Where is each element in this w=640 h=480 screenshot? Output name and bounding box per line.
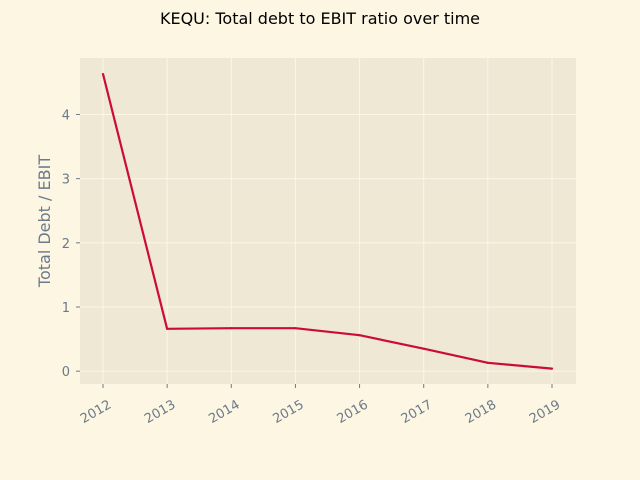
y-axis-label: Total Debt / EBIT [35,155,54,288]
x-tick-label: 2015 [270,397,306,427]
y-tick-label: 3 [62,173,70,188]
x-tick-label: 2012 [78,397,114,427]
x-tick-label: 2017 [399,397,435,427]
data-point [422,347,425,350]
series-line [101,73,553,370]
series-layer [101,72,554,370]
y-tick-label: 1 [62,301,70,316]
y-tick-label: 2 [62,237,70,252]
y-tick-label: 0 [62,365,70,380]
data-point [486,361,489,364]
x-tick-label: 2016 [335,397,371,427]
plot-area [80,58,576,384]
x-tick-label: 2013 [142,397,178,427]
data-point [166,327,169,330]
x-tick-label: 2018 [463,397,499,427]
x-tick-label: 2014 [206,397,242,427]
data-point [101,72,105,76]
chart-title: KEQU: Total debt to EBIT ratio over time [160,9,480,28]
data-point [550,367,554,370]
x-tick-label: 2019 [527,397,563,427]
data-point [358,334,361,337]
grid-lines [80,58,576,384]
data-point [294,327,297,330]
data-point [230,327,233,330]
y-tick-label: 4 [62,108,70,123]
